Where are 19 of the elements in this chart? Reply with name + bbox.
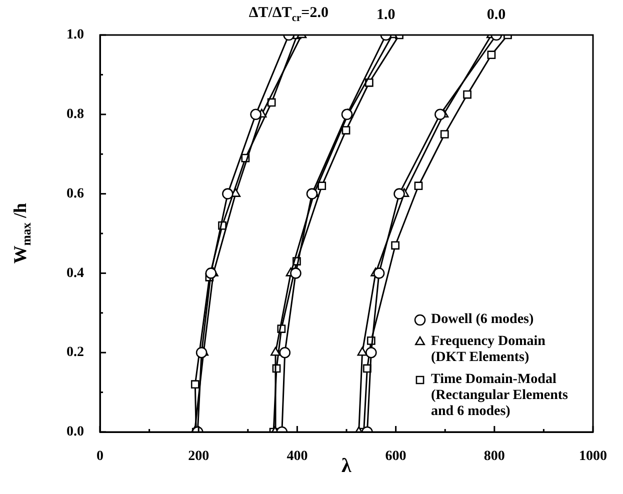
annotation: ΔT/ΔT$_{cr}$=2.0: [248, 5, 328, 24]
x-tick-label: 800: [484, 449, 505, 464]
annotation: 0.0: [486, 7, 506, 24]
y-tick-label: 0.6: [66, 186, 84, 202]
y-tick-label: 0.2: [66, 345, 84, 360]
legend-label: Dowell (6 modes): [431, 312, 534, 328]
x-tick-label: 0: [96, 449, 104, 464]
y-tick-label: 0.8: [66, 107, 84, 122]
y-tick-label: 0.0: [66, 424, 84, 440]
y-tick-label: 1.0: [66, 28, 84, 43]
legend-label: Time Domain-Modal (Rectangular Elements and 6 modes): [431, 372, 569, 420]
x-tick-label: 400: [286, 449, 308, 464]
x-tick-label: 600: [385, 449, 406, 464]
annotation: 1.0: [376, 7, 396, 24]
y-tick-label: 0.4: [66, 266, 84, 281]
legend-label: Frequency Domain (DKT Elements): [431, 334, 546, 366]
x-tick-label: 1000: [579, 449, 607, 464]
x-tick-label: 200: [188, 449, 210, 464]
x-axis-title: λ: [342, 455, 352, 478]
